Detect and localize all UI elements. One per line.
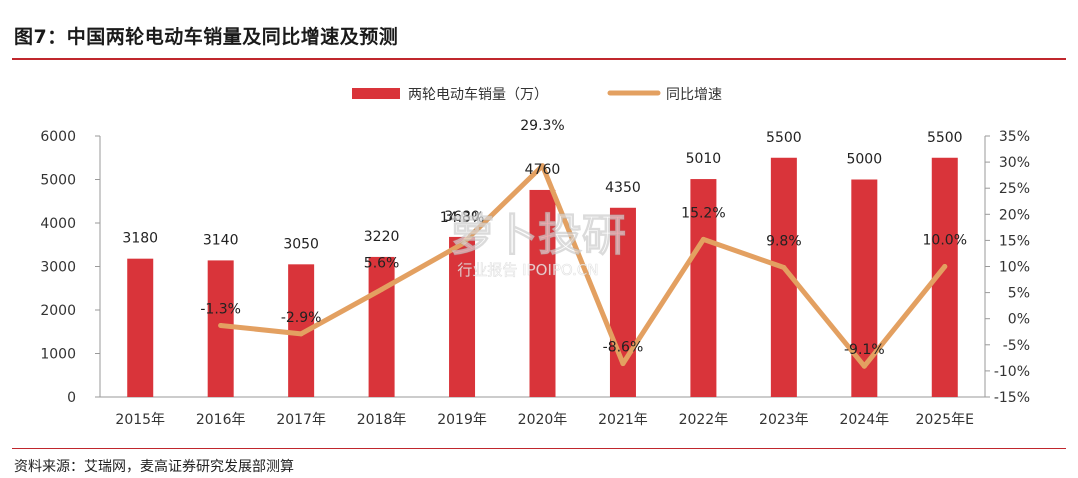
x-tick-label: 2020年: [518, 412, 568, 428]
growth-value-label: -8.6%: [603, 340, 644, 356]
x-tick-label: 2021年: [598, 412, 648, 428]
growth-value-label: 29.3%: [520, 118, 564, 134]
bar-series: [127, 157, 958, 397]
watermark-sub: 行业报告 IPOIPO.CN: [457, 261, 598, 279]
x-tick-label: 2018年: [357, 412, 407, 428]
bar: [368, 256, 395, 397]
x-tick-label: 2022年: [679, 412, 729, 428]
growth-value-label: 9.8%: [766, 234, 802, 250]
line-series: [218, 163, 948, 369]
growth-value-label: 14.3%: [440, 210, 484, 226]
right-tick-label: 15%: [999, 233, 1030, 249]
growth-point: [620, 361, 626, 367]
title-rule: [12, 58, 1066, 60]
growth-value-label: -1.3%: [200, 301, 241, 317]
bar-value-label: 3050: [283, 236, 319, 252]
growth-point: [379, 286, 385, 292]
right-tick-label: 5%: [1008, 286, 1030, 302]
x-tick-label: 2019年: [437, 412, 487, 428]
data-labels: 3180 3140 3050 3220 3680 4760 4350 5010 5500 5000…: [122, 118, 967, 358]
x-tick-label: 2015年: [115, 412, 165, 428]
bar-value-label: 5000: [846, 152, 882, 168]
bar-value-label: 4760: [525, 162, 561, 178]
bar-value-label: 3140: [203, 232, 239, 248]
growth-point: [781, 265, 787, 271]
left-tick-label: 6000: [40, 129, 76, 145]
right-tick-label: 25%: [999, 181, 1030, 197]
bar-value-label: 5500: [927, 130, 963, 146]
right-tick-label: 10%: [999, 260, 1030, 276]
bar: [127, 258, 154, 397]
bar: [851, 179, 878, 397]
growth-point: [218, 322, 224, 328]
left-tick-label: 2000: [40, 303, 76, 319]
growth-point: [540, 163, 545, 169]
legend-bar-label: 两轮电动车销量（万）: [408, 86, 548, 103]
growth-point: [700, 236, 706, 242]
growth-value-label: 10.0%: [923, 233, 967, 249]
bar: [449, 236, 476, 397]
left-tick-label: 0: [67, 390, 76, 406]
growth-point: [861, 363, 867, 369]
right-tick-label: 20%: [999, 207, 1030, 223]
bar-value-label: 3220: [364, 229, 400, 245]
bar-value-label: 3680: [444, 209, 480, 225]
x-tick-label: 2023年: [759, 412, 809, 428]
growth-point: [298, 331, 304, 337]
growth-value-label: -2.9%: [281, 310, 322, 326]
x-tick-label: 2024年: [839, 412, 889, 428]
right-tick-label: -15%: [994, 390, 1030, 406]
watermark-main: 萝卜投研: [450, 210, 626, 261]
x-tick-label: 2016年: [196, 412, 246, 428]
growth-value-label: -9.1%: [844, 342, 885, 358]
bar: [690, 179, 717, 397]
bar: [529, 189, 556, 397]
x-tick-label: 2025年E: [916, 412, 974, 428]
left-tick-label: 1000: [40, 347, 76, 363]
bar-value-label: 3180: [122, 231, 158, 247]
source-rule: [12, 448, 1066, 449]
source-note: 资料来源：艾瑞网，麦高证券研究发展部测算: [14, 459, 294, 475]
growth-line: [218, 163, 948, 369]
growth-point: [459, 241, 465, 247]
legend-line-label: 同比增速: [666, 87, 722, 103]
right-tick-label: 0%: [1008, 312, 1030, 328]
figure-title: 图7：中国两轮电动车销量及同比增速及预测: [14, 26, 399, 48]
legend-bar-swatch: [352, 88, 400, 99]
right-tick-label: 35%: [999, 129, 1030, 145]
growth-value-label: 5.6%: [364, 255, 400, 271]
growth-value-label: 15.2%: [681, 205, 725, 221]
growth-point: [942, 264, 948, 269]
legend: 两轮电动车销量（万） 同比增速: [352, 86, 722, 103]
right-tick-label: -5%: [1003, 338, 1030, 354]
bar-value-label: 5500: [766, 130, 802, 146]
left-tick-label: 4000: [40, 216, 76, 232]
left-tick-label: 5000: [40, 173, 76, 189]
bar-value-label: 4350: [605, 180, 641, 196]
axes: 0 1000 2000 3000 4000 5000 6000 -15% -10% -5% 0% 5%…: [40, 129, 1030, 428]
x-tick-label: 2017年: [276, 412, 326, 428]
right-tick-label: 30%: [999, 155, 1030, 171]
bar-value-label: 5010: [686, 151, 722, 167]
right-tick-label: -10%: [994, 364, 1030, 380]
left-tick-label: 3000: [40, 260, 76, 276]
